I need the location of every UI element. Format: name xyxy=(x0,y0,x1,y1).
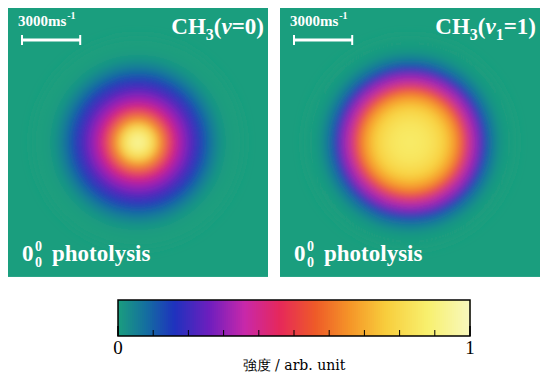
colorbar-minor-tick xyxy=(153,330,154,336)
colorbar-minor-tick xyxy=(364,330,365,336)
intensity-ring xyxy=(313,45,507,239)
panel: CH3(v=0) 3000ms-1 000 photolysis xyxy=(8,8,268,277)
intensity-ring xyxy=(391,123,430,162)
intensity-ring xyxy=(381,113,439,171)
colorbar-minor-tick xyxy=(329,330,330,336)
colorbar-tick-label: 1 xyxy=(465,337,475,358)
panel-background xyxy=(8,8,268,277)
intensity-ring xyxy=(60,65,215,220)
scale-bar-sup: -1 xyxy=(67,10,75,21)
intensity-ring xyxy=(31,36,244,249)
intensity-ring xyxy=(352,84,468,200)
intensity-ring xyxy=(332,65,487,220)
image xyxy=(303,36,516,249)
colorbar-tick-label: 0 xyxy=(113,337,123,358)
colorbar-label: 強度 / arb. unit xyxy=(243,357,346,373)
scale-bar-cap xyxy=(79,35,81,45)
figure: CH3(v=0)3000ms-1000photolysisCH3(v1=1)30… xyxy=(0,0,550,376)
intensity-ring xyxy=(323,55,498,230)
intensity-ring xyxy=(361,94,458,191)
caption: photolysis xyxy=(324,241,422,266)
intensity-ring xyxy=(400,133,419,152)
scale-bar-cap xyxy=(351,35,353,45)
colorbar-minor-tick xyxy=(399,330,400,336)
transition-sup: 0 xyxy=(35,239,42,254)
panel: CH3(v1=1) 3000ms-1 000 photolysis xyxy=(280,8,540,277)
scale-bar xyxy=(294,39,352,42)
caption: photolysis xyxy=(52,241,150,266)
scale-bar-label: 3000ms xyxy=(18,13,66,29)
intensity-ring xyxy=(119,123,158,162)
intensity-ring xyxy=(70,75,206,211)
colorbar-minor-tick xyxy=(434,330,435,336)
scale-bar-cap xyxy=(293,35,295,45)
panel-title: CH3(v1=1) xyxy=(435,14,536,43)
image xyxy=(31,36,244,249)
scale-bar-label: 3000ms xyxy=(290,13,338,29)
colorbar-minor-tick xyxy=(223,330,224,336)
transition-base: 0 xyxy=(22,241,34,266)
colorbar-minor-tick xyxy=(188,330,189,336)
intensity-ring xyxy=(80,84,196,200)
panel-background xyxy=(280,8,540,277)
intensity-ring xyxy=(41,45,235,239)
intensity-ring xyxy=(89,94,186,191)
transition-sub: 0 xyxy=(307,255,314,270)
image-clip xyxy=(31,36,244,249)
transition-sub: 0 xyxy=(35,255,42,270)
colorbar-minor-tick xyxy=(294,330,295,336)
transition-base: 0 xyxy=(294,241,306,266)
colorbar: 0 1 強度 / arb. unit xyxy=(113,300,475,373)
colorbar-tick xyxy=(469,326,471,336)
colorbar-minor-tick xyxy=(258,330,259,336)
scale-bar-cap xyxy=(21,35,23,45)
scale-bar-sup: -1 xyxy=(339,10,347,21)
panel-title: CH3(v=0) xyxy=(171,14,264,43)
scale-bar xyxy=(22,39,80,42)
image-clip xyxy=(303,36,516,249)
colorbar-tick xyxy=(117,326,119,336)
transition-sup: 0 xyxy=(307,239,314,254)
intensity-ring xyxy=(128,133,147,152)
colorbar-frame xyxy=(118,300,470,336)
intensity-ring xyxy=(303,36,516,249)
intensity-ring xyxy=(109,113,167,171)
intensity-ring xyxy=(371,104,449,182)
intensity-ring xyxy=(99,104,177,182)
intensity-ring xyxy=(342,75,478,211)
intensity-ring xyxy=(51,55,226,230)
